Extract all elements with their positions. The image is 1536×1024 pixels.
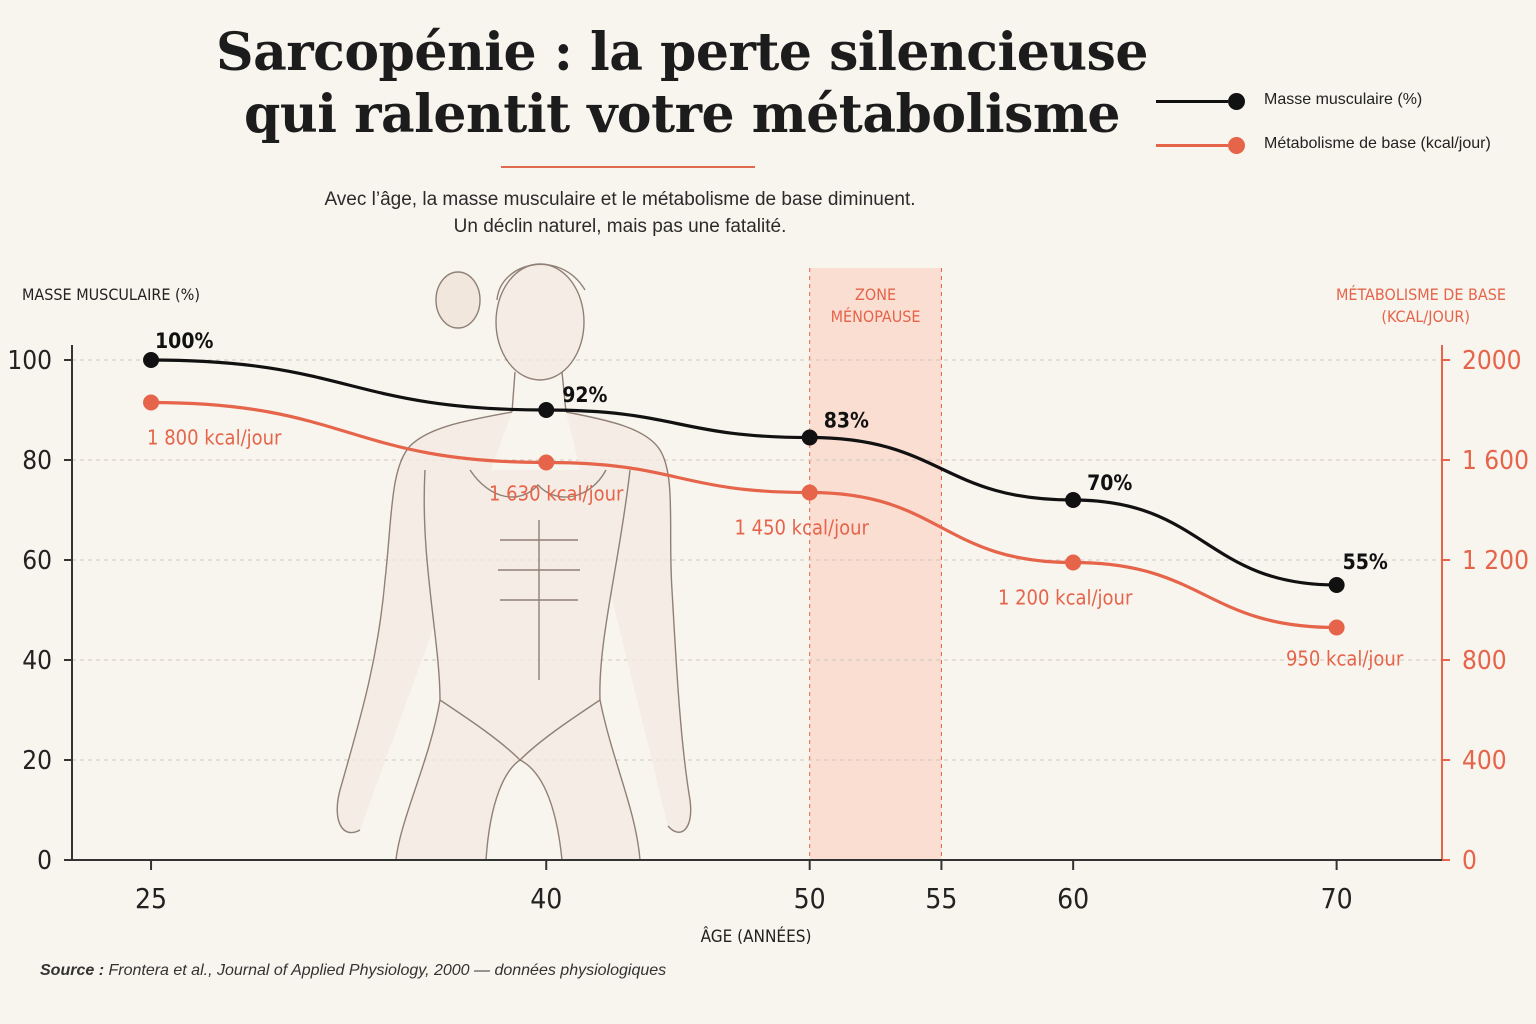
- data-point-muscle-40: [538, 402, 555, 418]
- menopause-band-layer: ZONE MÉNOPAUSE: [809, 268, 942, 860]
- data-label-metabolism-60: 1 200 kcal/jour: [998, 586, 1133, 610]
- right-axis-tick-label-1600: 1 600: [1462, 446, 1529, 476]
- chart-title-line-1: Sarcopénie : la perte silencieuse: [216, 22, 1148, 83]
- chart-title: Sarcopénie : la perte silencieuse qui ra…: [150, 22, 1214, 146]
- chart-title-line-2: qui ralentit votre métabolisme: [244, 84, 1120, 145]
- data-point-metabolism-25: [143, 394, 160, 411]
- data-point-metabolism-50: [801, 484, 818, 501]
- right-axis-title-line-1: MÉTABOLISME DE BASE: [1336, 285, 1506, 304]
- data-label-metabolism-25: 1 800 kcal/jour: [147, 426, 282, 450]
- illustration-chest: [469, 469, 607, 498]
- legend-item-metabolism: Métabolisme de base (kcal/jour): [1156, 132, 1526, 176]
- legend-swatch-line-metabolism: [1156, 144, 1228, 147]
- source-text: Frontera et al., Journal of Applied Phys…: [108, 962, 667, 979]
- source-note: Source : Frontera et al., Journal of App…: [40, 962, 666, 980]
- data-label-metabolism-70: 950 kcal/jour: [1286, 647, 1404, 671]
- data-series: 100% 92% 83% 70% 55% 1 800 kcal/jour 1 630 kca…: [143, 329, 1404, 671]
- illustration-head: [495, 263, 585, 381]
- x-axis-tick-label-55: 55: [925, 882, 957, 915]
- series-line-muscle: [151, 358, 1337, 587]
- data-label-muscle-60: 70%: [1087, 471, 1132, 495]
- data-label-metabolism-40: 1 630 kcal/jour: [489, 482, 624, 506]
- illustration-hair-bun: [435, 271, 481, 329]
- illustration-hair: [496, 263, 586, 301]
- data-point-metabolism-60: [1065, 554, 1082, 571]
- legend-swatch-dot-muscle: [1228, 93, 1245, 110]
- data-point-muscle-50: [801, 429, 818, 446]
- left-axis-tick-label-0: 0: [37, 846, 52, 876]
- illustration-abdomen: [498, 520, 580, 680]
- title-divider: [501, 166, 755, 168]
- source-prefix: Source :: [40, 962, 105, 979]
- left-axis-title: MASSE MUSCULAIRE (%): [22, 285, 200, 304]
- left-axis-tick-label-40: 40: [22, 646, 52, 676]
- x-axis-tick-label-70: 70: [1321, 882, 1353, 915]
- menopause-band-label-line-1: ZONE: [855, 285, 896, 304]
- illustration-torso: [395, 469, 641, 861]
- data-label-muscle-40: 92%: [562, 383, 607, 407]
- data-label-metabolism-50: 1 450 kcal/jour: [734, 516, 869, 540]
- data-label-muscle-25: 100%: [155, 329, 213, 353]
- chart-subtitle: Avec l’âge, la masse musculaire et le mé…: [220, 186, 1020, 240]
- legend-swatch-dot-metabolism: [1228, 137, 1245, 154]
- menopause-band-label-line-2: MÉNOPAUSE: [831, 307, 921, 326]
- legend-label-muscle: Masse musculaire (%): [1264, 91, 1423, 108]
- left-axis-tick-label-100: 100: [7, 346, 52, 376]
- data-point-metabolism-40: [538, 454, 555, 471]
- chart-subtitle-line-2: Un déclin naturel, mais pas une fatalité…: [453, 216, 787, 237]
- data-point-muscle-60: [1065, 492, 1082, 508]
- illustration-neck: [511, 371, 567, 413]
- data-point-metabolism-70: [1328, 619, 1345, 636]
- right-axis-tick-label-400: 400: [1462, 746, 1507, 776]
- x-axis-tick-label-50: 50: [794, 882, 826, 915]
- right-axis-tick-label-0: 0: [1462, 846, 1477, 876]
- right-axis-tick-label-1200: 1 200: [1462, 546, 1529, 576]
- right-axis-title-line-2: (KCAL/JOUR): [1381, 307, 1470, 326]
- legend-swatch-line-muscle: [1156, 100, 1228, 103]
- x-axis-tick-label-25: 25: [135, 882, 167, 915]
- x-axis-title: ÂGE (ANNÉES): [701, 925, 812, 947]
- x-axis-tick-label-40: 40: [530, 882, 562, 915]
- female-anatomy-illustration: [336, 263, 692, 861]
- right-axis-tick-label-800: 800: [1462, 646, 1507, 676]
- x-axis-tick-label-60: 60: [1057, 882, 1089, 915]
- data-label-muscle-70: 55%: [1343, 550, 1388, 574]
- left-axis-tick-label-80: 80: [22, 446, 52, 476]
- left-axis-tick-label-60: 60: [22, 546, 52, 576]
- data-point-muscle-25: [143, 352, 160, 368]
- data-point-muscle-70: [1328, 577, 1345, 593]
- chart-legend: Masse musculaire (%) Métabolisme de base…: [1156, 88, 1526, 176]
- chart-subtitle-line-1: Avec l’âge, la masse musculaire et le mé…: [324, 189, 916, 210]
- legend-item-muscle: Masse musculaire (%): [1156, 88, 1526, 132]
- legend-label-metabolism: Métabolisme de base (kcal/jour): [1264, 135, 1491, 152]
- menopause-band: [809, 268, 942, 860]
- axes: MASSE MUSCULAIRE (%) 0 20 40 60 80 100 MÉTABOLI…: [7, 285, 1529, 947]
- right-axis-tick-label-2000: 2000: [1462, 346, 1522, 376]
- illustration-hips: [439, 699, 601, 761]
- data-label-muscle-50: 83%: [824, 409, 869, 433]
- left-axis-tick-label-20: 20: [22, 746, 52, 776]
